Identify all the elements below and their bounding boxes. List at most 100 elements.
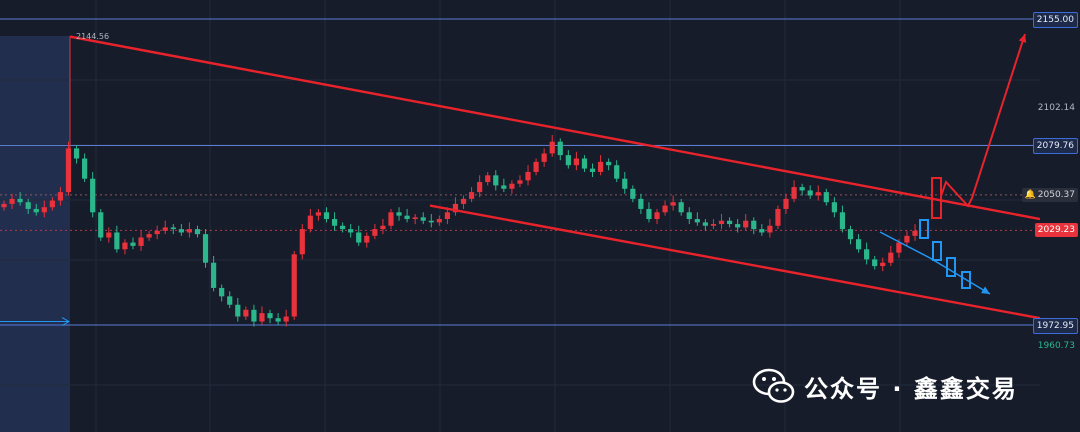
candle-body-67: [541, 153, 547, 162]
candle-body-19: [154, 230, 160, 235]
candle-body-110: [888, 252, 894, 263]
bell-icon: 🔔: [1024, 189, 1036, 200]
candle-body-20: [162, 227, 168, 231]
candle-4: [33, 203, 39, 216]
candle-23: [186, 222, 193, 238]
candlesticks[interactable]: [1, 36, 918, 327]
candle-body-37: [299, 229, 305, 255]
candle-body-64: [517, 180, 523, 184]
candle-body-56: [452, 203, 459, 213]
candle-68: [549, 134, 555, 157]
candle-body-87: [702, 222, 708, 226]
candle-27: [219, 284, 225, 302]
scale-label-2102: 2102.14: [1037, 102, 1075, 113]
bullish-scenario-arrow-head: [1018, 34, 1027, 43]
left-ray-arrowhead: [61, 317, 71, 326]
watermark: 公众号 · 鑫鑫交易: [752, 362, 1018, 410]
candle-110: [888, 245, 894, 267]
candle-98: [791, 180, 797, 203]
scale-label-2155[interactable]: 2155.00: [1032, 12, 1078, 28]
candle-body-7: [57, 192, 64, 201]
candle-body-45: [364, 235, 370, 243]
candle-48: [388, 208, 394, 230]
candle-17: [138, 230, 144, 251]
high-marker-label: 2144.56: [76, 32, 110, 41]
candle-body-21: [170, 227, 176, 230]
candle-body-48: [388, 212, 394, 226]
candle-body-105: [847, 229, 854, 240]
candle-50: [404, 208, 410, 223]
candle-80: [646, 202, 652, 223]
horizontal-levels: [0, 18, 1043, 326]
candle-body-103: [831, 202, 837, 213]
scale-label-2079[interactable]: 2079.76: [1032, 138, 1078, 155]
candle-body-1: [9, 198, 15, 204]
candle-body-25: [202, 234, 209, 263]
candle-body-101: [815, 192, 821, 196]
candle-body-92: [743, 220, 749, 228]
candle-37: [299, 224, 305, 260]
candle-44: [356, 225, 362, 246]
candle-63: [509, 180, 515, 194]
candle-58: [468, 187, 475, 203]
candle-26: [211, 256, 217, 292]
candle-94: [759, 224, 765, 236]
candle-92: [743, 213, 749, 231]
scale-label-1972[interactable]: 1972.95: [1032, 318, 1078, 334]
scenario-blue-candle-0: [919, 219, 929, 239]
candle-108: [872, 256, 878, 270]
candle-body-69: [557, 141, 563, 156]
candle-82: [662, 200, 668, 216]
candle-9: [73, 145, 80, 164]
candle-76: [614, 160, 620, 183]
candle-body-29: [235, 304, 241, 317]
candle-body-5: [41, 207, 47, 213]
candle-body-84: [678, 202, 684, 213]
candle-59: [477, 175, 483, 198]
upper-trendline: [69, 35, 1041, 221]
candle-body-104: [839, 212, 846, 230]
candle-10: [82, 153, 88, 183]
candle-body-109: [880, 262, 886, 267]
candle-60: [485, 171, 491, 186]
candle-69: [557, 138, 563, 161]
chart-drawings[interactable]: [0, 33, 1041, 326]
candle-body-24: [194, 229, 201, 235]
candle-113: [912, 224, 918, 241]
candle-30: [243, 306, 249, 320]
candle-body-22: [178, 229, 184, 233]
candle-46: [372, 224, 378, 240]
candle-body-97: [783, 198, 789, 209]
candle-body-2: [17, 198, 23, 203]
candle-73: [589, 163, 596, 178]
candle-body-51: [412, 217, 418, 220]
candle-body-16: [130, 242, 136, 246]
candle-body-46: [372, 229, 378, 236]
candle-body-26: [211, 262, 217, 288]
candle-42: [340, 222, 346, 233]
candle-7: [57, 187, 64, 206]
candle-body-100: [807, 190, 813, 196]
candle-64: [517, 175, 523, 188]
candle-62: [501, 178, 507, 193]
candle-66: [533, 158, 539, 176]
highlight-zone: [0, 36, 70, 432]
candle-body-23: [186, 229, 193, 233]
candle-13: [106, 227, 112, 243]
candle-body-112: [904, 235, 910, 243]
candle-body-50: [404, 215, 410, 220]
candle-body-15: [122, 242, 128, 250]
candle-body-73: [589, 168, 596, 172]
candle-79: [638, 193, 644, 214]
alert-price-label[interactable]: 🔔 2050.37: [1021, 187, 1078, 202]
candle-15: [122, 239, 128, 255]
candle-body-111: [896, 242, 902, 253]
candle-95: [767, 219, 773, 238]
candle-body-61: [493, 175, 499, 186]
candle-34: [275, 313, 281, 325]
candle-body-96: [775, 208, 781, 226]
candle-6: [49, 197, 55, 211]
scenario-blue-candle-2: [946, 257, 956, 277]
